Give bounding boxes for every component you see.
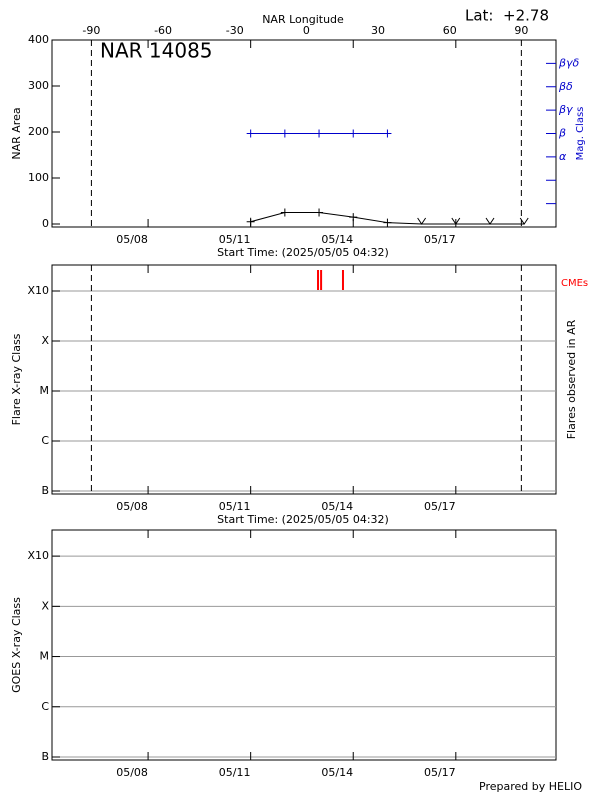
y2-axis-label: Mag. Class: [575, 107, 586, 161]
y-tick-label: X10: [27, 284, 49, 297]
legend-entry: CMEs: [561, 278, 588, 289]
point-marker: [519, 217, 529, 225]
y-tick-label: 400: [28, 33, 49, 46]
x-axis-label: Start Time: (2025/05/05 04:32): [217, 513, 389, 526]
y-tick-label: 200: [28, 125, 49, 138]
x2-tick-label: 0: [303, 24, 310, 37]
y-tick-label: 100: [28, 171, 49, 184]
x-tick-label: 05/08: [116, 233, 148, 246]
point-marker: [315, 208, 324, 217]
y2-tick-label: βδ: [558, 80, 573, 93]
y2-tick-label: βγ: [558, 103, 573, 116]
point-marker: [246, 217, 255, 226]
y2-tick-label: α: [559, 150, 567, 163]
x-tick-label: 05/14: [321, 766, 353, 779]
point-marker: [451, 217, 461, 225]
plot-frame: [51, 529, 557, 761]
y-tick-label: B: [41, 484, 49, 497]
x-tick-label: 05/11: [219, 766, 251, 779]
point-marker: [383, 218, 392, 227]
x-tick-label: 05/08: [116, 500, 148, 513]
y-axis-label: NAR Area: [10, 107, 23, 159]
x2-tick-label: -90: [82, 24, 100, 37]
y-tick-label: X: [41, 334, 49, 347]
x-tick-label: 05/11: [219, 500, 251, 513]
y-tick-label: X10: [27, 549, 49, 562]
latitude: Lat: +2.78: [465, 7, 549, 25]
y-tick-label: 300: [28, 79, 49, 92]
point-marker: [485, 217, 495, 225]
footer: Prepared by HELIO: [479, 780, 582, 793]
y-axis-label: Flare X-ray Class: [10, 333, 23, 425]
x-tick-label: 05/17: [424, 233, 456, 246]
x-tick-label: 05/14: [321, 500, 353, 513]
y2-axis-label: Flares observed in AR: [565, 319, 578, 439]
x2-axis-label: NAR Longitude: [262, 13, 344, 26]
x2-tick-label: 60: [443, 24, 457, 37]
y-tick-label: B: [41, 750, 49, 763]
y-tick-label: 0: [42, 217, 49, 230]
y-tick-label: M: [40, 384, 50, 397]
plot-frame: [51, 264, 557, 495]
point-marker: [417, 217, 427, 225]
point-marker: [280, 129, 289, 138]
x-tick-label: 05/17: [424, 500, 456, 513]
y-tick-label: C: [41, 434, 49, 447]
y2-tick-label: βγδ: [558, 56, 580, 69]
y-tick-label: M: [40, 650, 50, 663]
x-tick-label: 05/17: [424, 766, 456, 779]
chart-title: NAR 14085: [100, 39, 213, 63]
x2-tick-label: 90: [514, 24, 528, 37]
x2-tick-label: -30: [226, 24, 244, 37]
point-marker: [349, 129, 358, 138]
x2-tick-label: -60: [154, 24, 172, 37]
y-tick-label: X: [41, 599, 49, 612]
point-marker: [349, 213, 358, 222]
x-tick-label: 05/08: [116, 766, 148, 779]
point-marker: [246, 129, 255, 138]
x-tick-label: 05/11: [219, 233, 251, 246]
y2-tick-label: β: [558, 127, 566, 140]
x-axis-label: Start Time: (2025/05/05 04:32): [217, 246, 389, 259]
point-marker: [315, 129, 324, 138]
x2-tick-label: 30: [371, 24, 385, 37]
point-marker: [280, 208, 289, 217]
y-tick-label: C: [41, 700, 49, 713]
x-tick-label: 05/14: [321, 233, 353, 246]
y-axis-label: GOES X-ray Class: [10, 597, 23, 693]
point-marker: [383, 129, 392, 138]
